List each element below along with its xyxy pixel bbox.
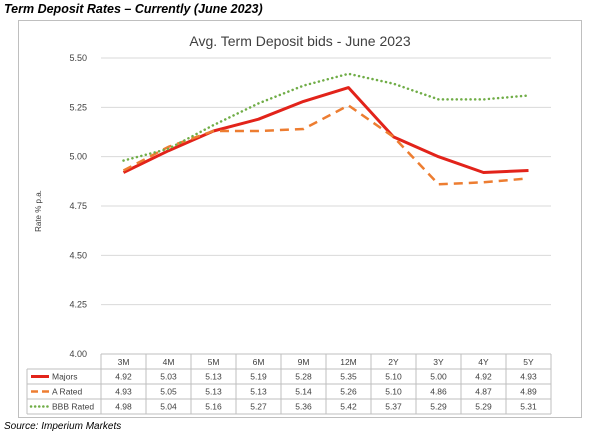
data-label: 4.98 (115, 402, 132, 412)
legend-label: BBB Rated (52, 402, 94, 412)
x-tick-label: 6M (253, 357, 265, 367)
y-tick-label: 4.00 (69, 349, 87, 359)
data-label: 5.10 (385, 387, 402, 397)
x-tick-label: 5M (208, 357, 220, 367)
line-chart: 4.00 4.25 4.50 4.75 5.00 5.25 5.50 3M 4M 5M 6M 9M 1… (26, 33, 552, 415)
y-tick-label: 5.00 (69, 152, 87, 162)
y-tick-label: 4.75 (69, 201, 87, 211)
y-tick-label: 5.50 (69, 53, 87, 63)
y-axis-label: Rate % p.a. (34, 190, 43, 232)
chart-frame: 4.00 4.25 4.50 4.75 5.00 5.25 5.50 3M 4M 5M 6M 9M 1… (18, 20, 582, 418)
data-label: 5.05 (160, 387, 177, 397)
data-label: 5.14 (295, 387, 312, 397)
data-label: 5.04 (160, 402, 177, 412)
data-label: 4.87 (475, 387, 492, 397)
data-label: 5.42 (340, 402, 357, 412)
legend-label: A Rated (52, 387, 83, 397)
data-label: 5.16 (205, 402, 222, 412)
x-tick-label: 5Y (523, 357, 534, 367)
data-label: 5.28 (295, 372, 312, 382)
chart-title: Avg. Term Deposit bids - June 2023 (189, 33, 410, 49)
data-label: 5.29 (430, 402, 447, 412)
data-label: 5.29 (475, 402, 492, 412)
data-label: 5.03 (160, 372, 177, 382)
data-label: 4.92 (475, 372, 492, 382)
x-tick-label: 2Y (388, 357, 399, 367)
x-tick-label: 4Y (478, 357, 489, 367)
data-label: 5.37 (385, 402, 402, 412)
data-label: 5.36 (295, 402, 312, 412)
data-label: 4.93 (115, 387, 132, 397)
x-tick-label: 4M (163, 357, 175, 367)
data-label: 5.19 (250, 372, 267, 382)
data-label: 5.00 (430, 372, 447, 382)
series-line-majors (122, 86, 529, 174)
x-tick-label: 9M (298, 357, 310, 367)
series-line-a-rated (122, 104, 529, 186)
y-tick-label: 4.50 (69, 250, 87, 260)
data-label: 5.31 (520, 402, 537, 412)
legend-label: Majors (52, 372, 78, 382)
x-tick-label: 12M (340, 357, 357, 367)
data-label: 4.89 (520, 387, 537, 397)
data-label: 4.92 (115, 372, 132, 382)
page-heading: Term Deposit Rates – Currently (June 202… (4, 2, 263, 16)
data-label: 4.86 (430, 387, 447, 397)
data-label: 5.13 (205, 372, 222, 382)
y-tick-label: 4.25 (69, 300, 87, 310)
data-label: 5.35 (340, 372, 357, 382)
data-label: 5.10 (385, 372, 402, 382)
data-label: 5.13 (205, 387, 222, 397)
source-note: Source: Imperium Markets (4, 421, 122, 432)
data-label: 5.13 (250, 387, 267, 397)
x-tick-label: 3Y (433, 357, 444, 367)
series-line-bbb-rated (122, 72, 530, 162)
y-tick-label: 5.25 (69, 102, 87, 112)
x-tick-label: 3M (118, 357, 130, 367)
data-label: 5.27 (250, 402, 267, 412)
data-label: 5.26 (340, 387, 357, 397)
data-label: 4.93 (520, 372, 537, 382)
